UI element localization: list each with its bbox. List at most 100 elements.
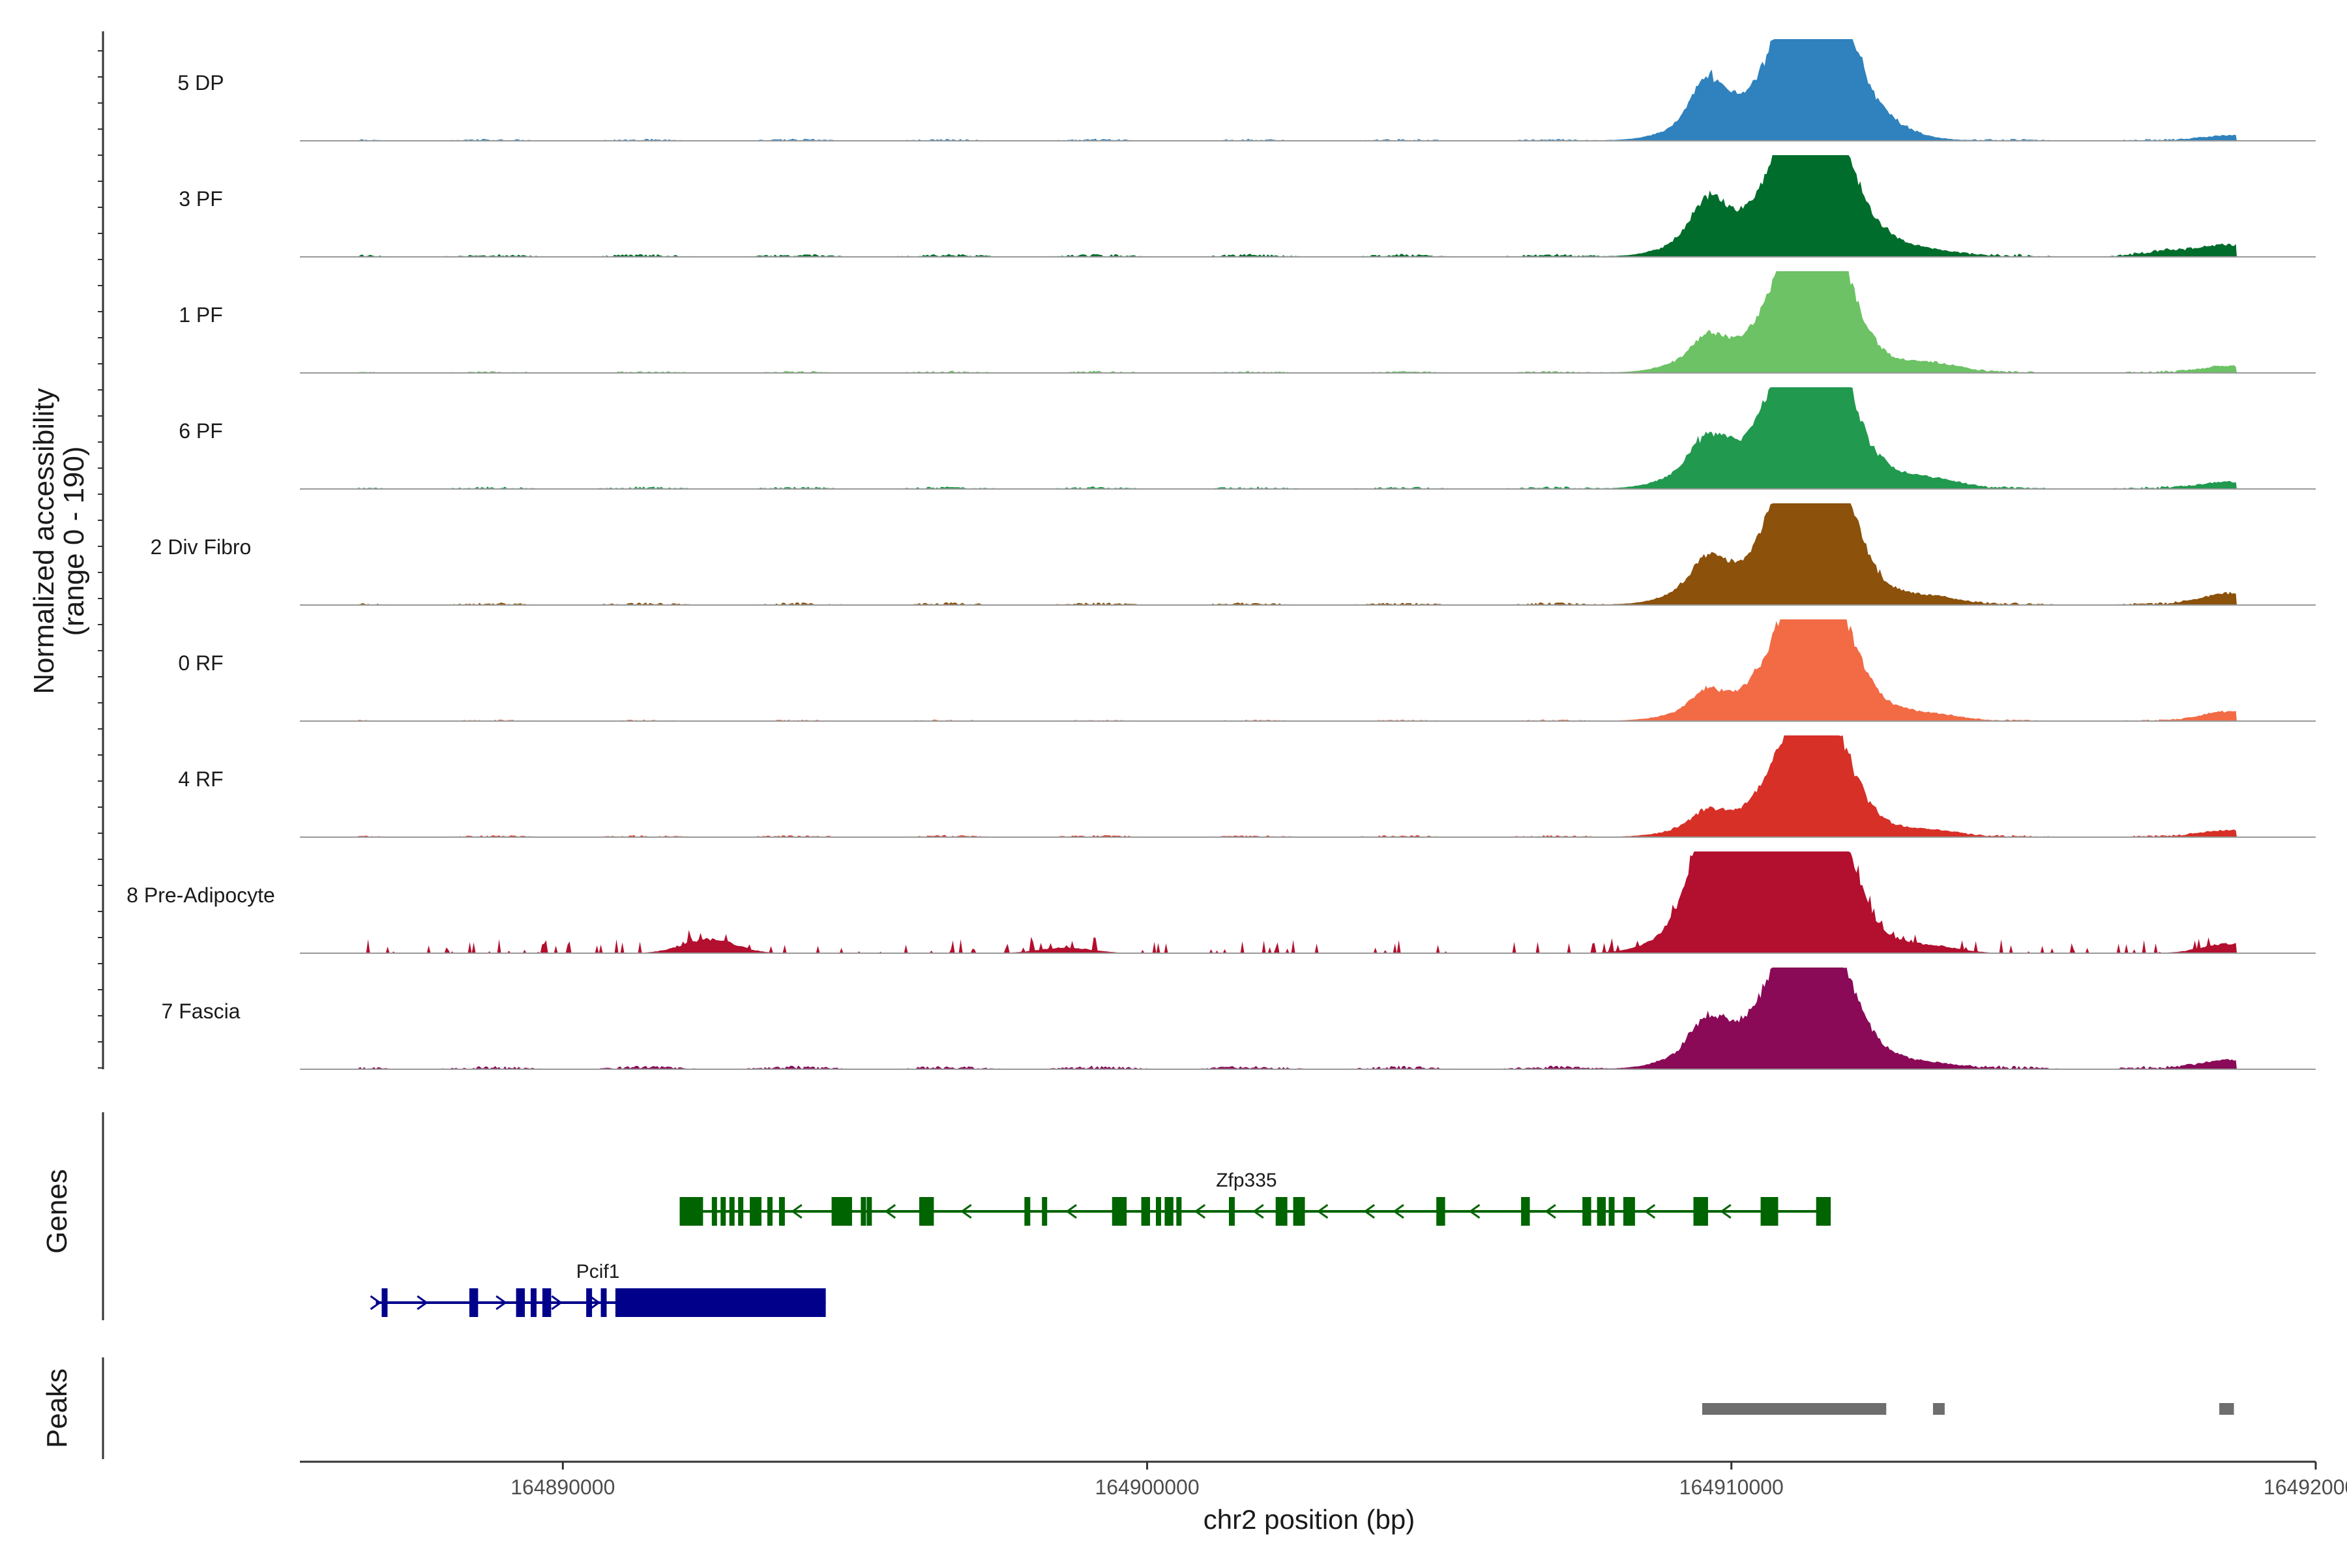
gene-exon <box>1112 1197 1127 1226</box>
x-tick-label: 164910000 <box>1679 1475 1784 1499</box>
gene-exon <box>1275 1197 1288 1226</box>
gene-model: Zfp335 <box>679 1170 1831 1226</box>
gene-model: Pcif1 <box>370 1261 826 1317</box>
track-label: 7 Fascia <box>162 999 241 1023</box>
gene-exon <box>381 1288 388 1317</box>
x-tick-label: 164920000 <box>2264 1475 2347 1499</box>
gene-exon <box>1042 1197 1048 1226</box>
gene-exon <box>679 1197 703 1226</box>
gene-exon <box>1693 1197 1708 1226</box>
gene-exon <box>1597 1197 1606 1226</box>
track-label: 5 DP <box>177 71 224 95</box>
coverage-area <box>358 503 2237 605</box>
gene-exon <box>738 1197 744 1226</box>
track-label: 6 PF <box>179 419 223 443</box>
strand-arrow <box>960 1204 972 1219</box>
gene-exon <box>1436 1197 1445 1226</box>
coverage-track: 4 RF <box>178 735 2316 838</box>
strand-arrow <box>495 1295 507 1310</box>
coverage-area <box>358 735 2237 837</box>
strand-arrow <box>1363 1204 1375 1219</box>
gene-exon <box>531 1288 537 1317</box>
coverage-area <box>358 271 2237 373</box>
coverage-track: 8 Pre-Adipocyte <box>126 851 2316 954</box>
coverage-track: 0 RF <box>178 619 2316 722</box>
gene-exon <box>1141 1197 1151 1226</box>
strand-arrow <box>1720 1204 1732 1219</box>
gene-exon <box>1623 1197 1635 1226</box>
gene-exon <box>1229 1197 1235 1226</box>
strand-arrow <box>589 1295 601 1310</box>
strand-arrow <box>1194 1204 1206 1219</box>
coverage-track: 1 PF <box>179 271 2316 374</box>
coverage-track: 6 PF <box>179 387 2316 490</box>
gene-exon <box>1176 1197 1182 1226</box>
peak-region <box>2219 1403 2234 1415</box>
track-label: 3 PF <box>179 187 223 211</box>
peak-region <box>1702 1403 1887 1415</box>
coverage-area <box>358 968 2237 1069</box>
strand-arrow <box>1252 1204 1264 1219</box>
strand-arrow <box>1316 1204 1329 1219</box>
gene-exon <box>919 1197 934 1226</box>
y-axis-range-label: (range 0 - 190) <box>58 446 90 636</box>
gene-exon <box>767 1197 773 1226</box>
gene-exon <box>1608 1197 1615 1226</box>
gene-exon <box>778 1197 785 1226</box>
coverage-area <box>358 619 2237 721</box>
strand-arrow <box>1544 1204 1556 1219</box>
track-label: 2 Div Fibro <box>151 535 252 559</box>
gene-exon <box>586 1288 593 1317</box>
track-label: 1 PF <box>179 303 223 327</box>
strand-arrow <box>1393 1204 1404 1219</box>
gene-name-label: Zfp335 <box>1216 1170 1277 1191</box>
gene-exon <box>600 1288 607 1317</box>
coverage-area <box>358 39 2237 141</box>
peaks-panel-title: Peaks <box>41 1368 73 1448</box>
gene-exon <box>469 1288 479 1317</box>
x-tick-label: 164900000 <box>1095 1475 1199 1499</box>
x-axis-title: chr2 position (bp) <box>1203 1504 1415 1535</box>
coverage-area <box>358 851 2237 953</box>
y-axis-title: Normalized accessibility <box>28 388 60 694</box>
x-tick-label: 164890000 <box>510 1475 615 1499</box>
gene-exon <box>866 1197 872 1226</box>
gene-exon <box>542 1288 552 1317</box>
gene-exon <box>1521 1197 1530 1226</box>
coverage-track: 2 Div Fibro <box>151 503 2316 606</box>
strand-arrow <box>1468 1204 1481 1219</box>
coverage-area <box>358 387 2237 489</box>
strand-arrow <box>1760 1204 1773 1219</box>
track-label: 8 Pre-Adipocyte <box>126 883 275 907</box>
coverage-track: 5 DP <box>177 39 2316 141</box>
strand-arrow <box>370 1295 382 1310</box>
gene-exon <box>729 1197 735 1226</box>
strand-arrow <box>1065 1204 1077 1219</box>
coverage-track: 7 Fascia <box>162 968 2316 1070</box>
gene-exon <box>615 1288 826 1317</box>
coverage-track: 3 PF <box>179 155 2316 258</box>
coverage-area <box>358 155 2237 257</box>
gene-exon <box>1293 1197 1305 1226</box>
gene-exon <box>1024 1197 1031 1226</box>
gene-exon <box>750 1197 762 1226</box>
strand-arrow <box>791 1204 803 1219</box>
gene-exon <box>516 1288 525 1317</box>
genes-panel-title: Genes <box>41 1169 73 1254</box>
gene-exon <box>720 1197 726 1226</box>
strand-arrow <box>417 1295 428 1310</box>
strand-arrow <box>884 1204 896 1219</box>
gene-exon <box>711 1197 717 1226</box>
gene-exon <box>1582 1197 1591 1226</box>
gene-exon <box>1164 1197 1174 1226</box>
gene-exon <box>1816 1197 1831 1226</box>
strand-arrow <box>551 1295 563 1310</box>
track-label: 0 RF <box>178 651 223 675</box>
peak-region <box>1932 1403 1945 1415</box>
gene-exon <box>1155 1197 1161 1226</box>
strand-arrow <box>1644 1204 1656 1219</box>
gene-exon <box>831 1197 852 1226</box>
track-label: 4 RF <box>178 767 223 791</box>
